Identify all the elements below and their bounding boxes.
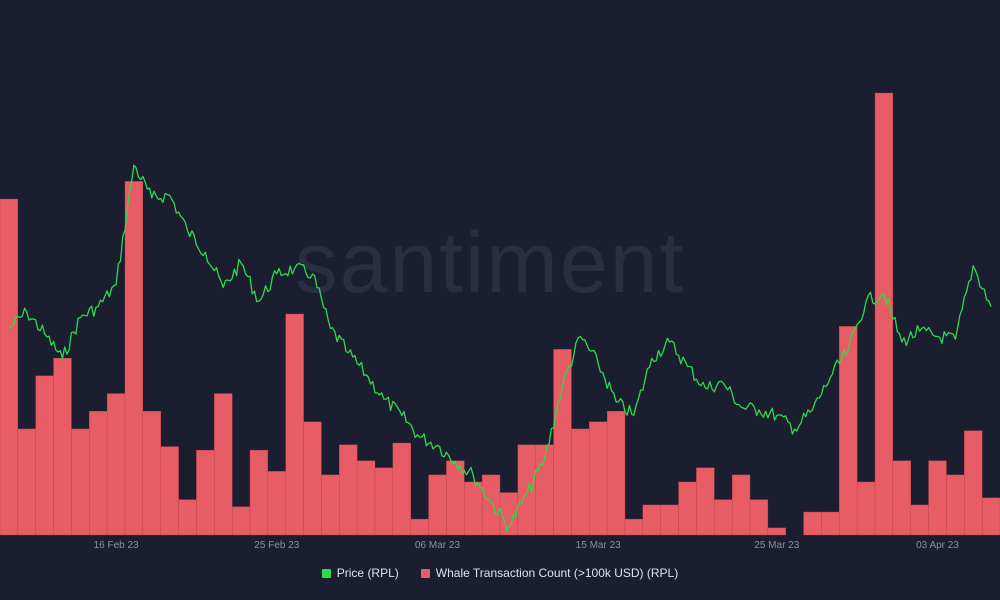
whale-count-bar [89,411,108,536]
whale-count-bar [464,481,483,536]
x-tick-label: 06 Mar 23 [415,540,460,551]
whale-count-bar [285,313,304,536]
whale-count-bar [214,393,233,536]
x-tick-label: 25 Feb 23 [254,540,299,551]
whale-count-bar [749,499,769,536]
x-axis: 16 Feb 23 25 Feb 23 06 Mar 23 15 Mar 23 25 M… [94,540,960,551]
whale-count-bar [499,492,519,536]
legend-label-whale: Whale Transaction Count (>100k USD) (RPL… [435,566,679,580]
whale-count-bar [481,474,501,536]
whale-count-bar [374,467,394,536]
whale-count-bar [249,449,269,536]
whale-count-bar [0,198,19,536]
whale-count-bar [589,421,608,536]
price-line-layer [8,164,992,532]
whale-count-bar [981,497,1000,536]
whale-count-bar [874,92,894,536]
whale-count-bar [428,474,447,536]
whale-count-bar [928,460,947,536]
whale-count-bar [714,499,733,536]
whale-count-bar [910,504,929,536]
whale-count-bar [839,326,858,536]
whale-count-bar [767,527,786,536]
whale-count-bar [53,358,72,536]
whale-count-bar [267,471,286,536]
whale-count-bar [35,375,54,536]
whale-count-bar [356,460,376,536]
whale-count-bar [696,467,715,536]
whale-count-bar [856,481,876,536]
whale-count-bar [142,411,161,536]
whale-count-bar [660,504,679,536]
whale-count-bar [821,511,840,536]
whale-count-bar [160,446,179,536]
whale-count-bar [321,474,340,536]
whale-count-bar [303,421,322,536]
x-tick-label: 15 Mar 23 [576,540,621,551]
legend-label-price: Price (RPL) [336,566,399,580]
legend: Price (RPL) Whale Transaction Count (>10… [0,566,1000,580]
bars-layer [0,92,1000,536]
whale-count-bar [946,474,965,536]
whale-count-bar [71,428,90,536]
whale-count-bar [731,474,751,536]
legend-item-whale[interactable]: Whale Transaction Count (>100k USD) (RPL… [420,566,679,580]
x-tick-label: 16 Feb 23 [94,540,139,551]
whale-count-bar [678,481,697,536]
whale-count-bar [196,449,215,536]
whale-count-bar [124,181,144,536]
whale-count-bar [392,442,411,536]
watermark-layer: santiment [295,215,686,311]
whale-count-bar [231,506,251,536]
whale-count-bar [606,411,626,536]
whale-count-bar [517,444,536,536]
price-line [8,164,992,532]
x-tick-label: 03 Apr 23 [916,540,959,551]
whale-count-bar [106,393,126,536]
chart-canvas: santiment 16 Feb 23 25 Feb 23 06 Mar 23 15 … [0,92,1000,551]
whale-count-bar [803,511,822,536]
whale-count-bar [17,428,36,536]
whale-count-bar [892,460,911,536]
whale-count-bar [410,518,429,536]
whale-count-bar [339,444,358,536]
watermark-text: santiment [295,215,686,311]
whale-count-bar [964,430,983,536]
whale-count-bar [571,428,590,536]
whale-count-bar [553,349,572,536]
whale-swatch-icon [420,568,430,578]
price-swatch-icon [321,568,331,578]
legend-item-price[interactable]: Price (RPL) [321,566,399,580]
whale-count-bar [624,518,644,536]
whale-count-bar [642,504,661,536]
x-tick-label: 25 Mar 23 [754,540,799,551]
whale-count-bar [178,499,197,536]
